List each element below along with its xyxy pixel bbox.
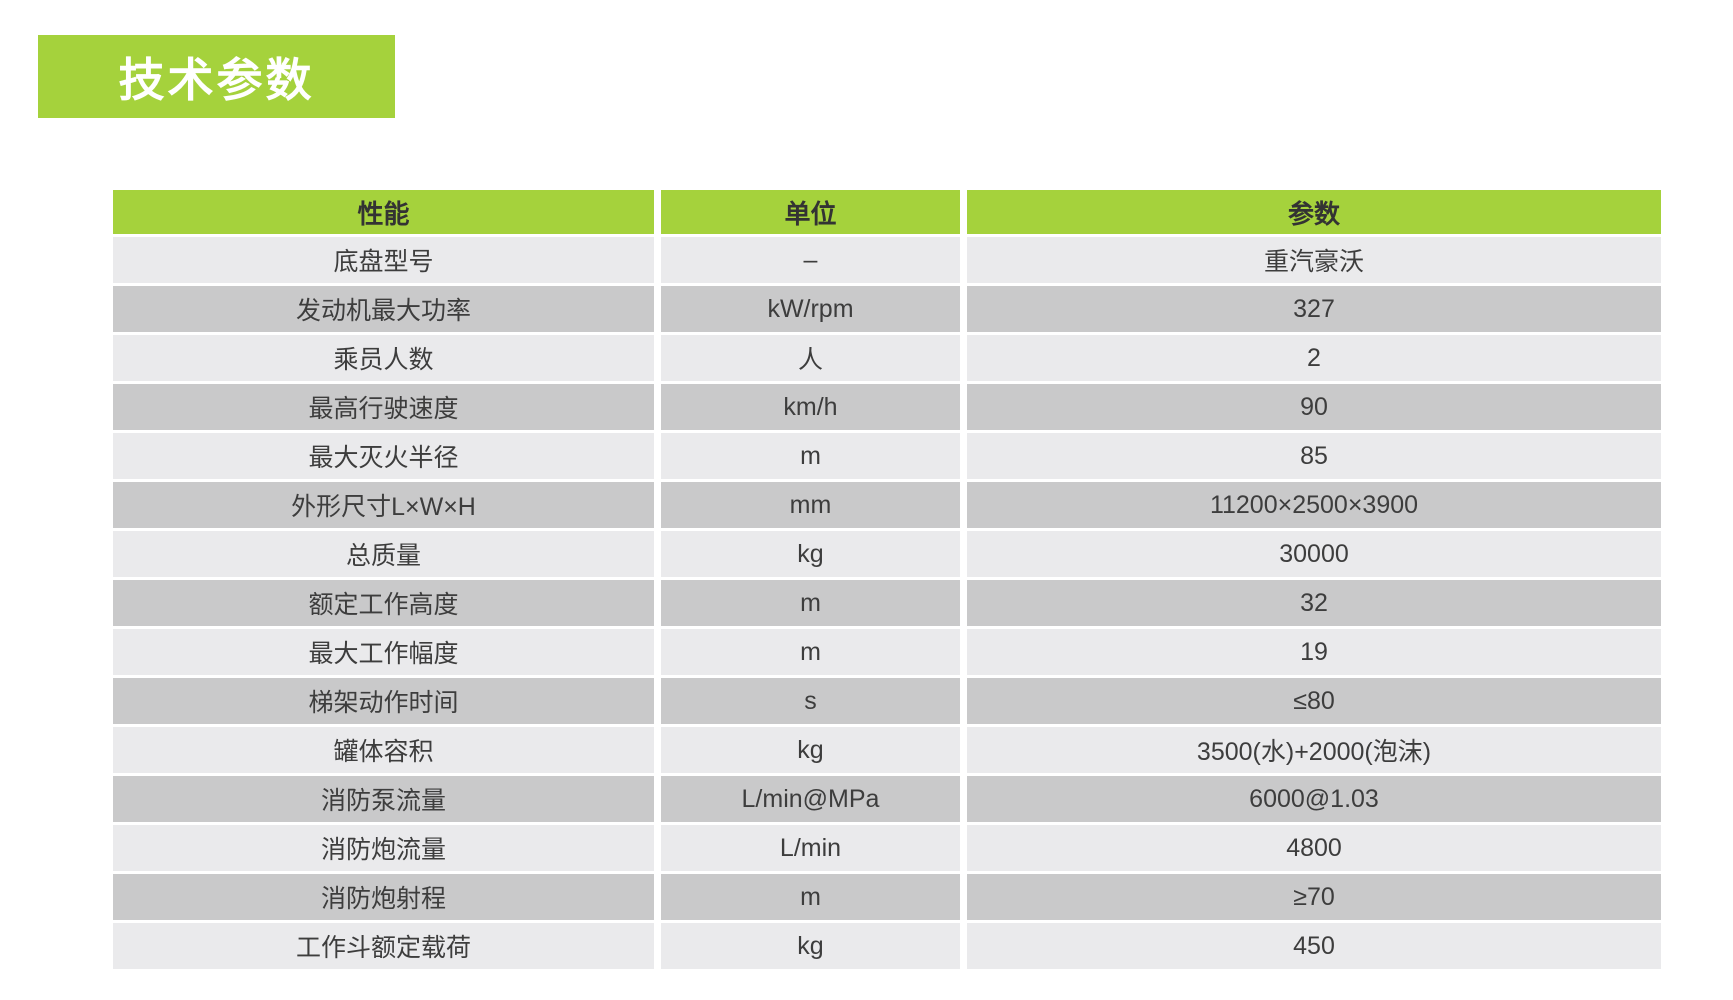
spec-name: 底盘型号: [113, 237, 654, 283]
table-row: 最大工作幅度 m 19: [113, 629, 1661, 675]
spec-unit: m: [661, 629, 960, 675]
spec-unit: kg: [661, 923, 960, 969]
spec-unit: m: [661, 580, 960, 626]
spec-name: 最大灭火半径: [113, 433, 654, 479]
spec-name: 总质量: [113, 531, 654, 577]
table-row: 外形尺寸L×W×H mm 11200×2500×3900: [113, 482, 1661, 528]
spec-value: 327: [967, 286, 1661, 332]
table-row: 总质量 kg 30000: [113, 531, 1661, 577]
spec-value: 30000: [967, 531, 1661, 577]
table-row: 消防炮射程 m ≥70: [113, 874, 1661, 920]
spec-unit: 人: [661, 335, 960, 381]
spec-value: 85: [967, 433, 1661, 479]
spec-table: 性能 单位 参数 底盘型号 – 重汽豪沃 发动机最大功率 kW/rpm 327 …: [113, 190, 1661, 972]
spec-name: 最大工作幅度: [113, 629, 654, 675]
spec-name: 梯架动作时间: [113, 678, 654, 724]
spec-value: 重汽豪沃: [967, 237, 1661, 283]
table-body: 底盘型号 – 重汽豪沃 发动机最大功率 kW/rpm 327 乘员人数 人 2 …: [113, 237, 1661, 969]
spec-value: 19: [967, 629, 1661, 675]
spec-value: 90: [967, 384, 1661, 430]
spec-unit: m: [661, 874, 960, 920]
spec-value: 3500(水)+2000(泡沫): [967, 727, 1661, 773]
spec-name: 工作斗额定载荷: [113, 923, 654, 969]
spec-unit: kW/rpm: [661, 286, 960, 332]
spec-value: ≤80: [967, 678, 1661, 724]
spec-name: 发动机最大功率: [113, 286, 654, 332]
spec-name: 乘员人数: [113, 335, 654, 381]
table-row: 最大灭火半径 m 85: [113, 433, 1661, 479]
spec-value: ≥70: [967, 874, 1661, 920]
table-row: 最高行驶速度 km/h 90: [113, 384, 1661, 430]
spec-name: 消防泵流量: [113, 776, 654, 822]
spec-unit: kg: [661, 727, 960, 773]
spec-unit: –: [661, 237, 960, 283]
column-header-parameter: 参数: [967, 190, 1661, 234]
spec-name: 消防炮射程: [113, 874, 654, 920]
column-header-unit: 单位: [661, 190, 960, 234]
column-header-performance: 性能: [113, 190, 654, 234]
section-title-badge: 技术参数: [38, 35, 395, 118]
spec-value: 4800: [967, 825, 1661, 871]
spec-value: 6000@1.03: [967, 776, 1661, 822]
spec-name: 罐体容积: [113, 727, 654, 773]
table-row: 底盘型号 – 重汽豪沃: [113, 237, 1661, 283]
spec-unit: L/min: [661, 825, 960, 871]
spec-unit: mm: [661, 482, 960, 528]
table-row: 发动机最大功率 kW/rpm 327: [113, 286, 1661, 332]
spec-name: 额定工作高度: [113, 580, 654, 626]
table-row: 乘员人数 人 2: [113, 335, 1661, 381]
spec-value: 32: [967, 580, 1661, 626]
table-row: 工作斗额定载荷 kg 450: [113, 923, 1661, 969]
spec-unit: km/h: [661, 384, 960, 430]
table-row: 消防炮流量 L/min 4800: [113, 825, 1661, 871]
spec-unit: L/min@MPa: [661, 776, 960, 822]
section-title: 技术参数: [118, 53, 315, 106]
spec-value: 450: [967, 923, 1661, 969]
spec-value: 2: [967, 335, 1661, 381]
spec-name: 消防炮流量: [113, 825, 654, 871]
spec-unit: s: [661, 678, 960, 724]
table-header-row: 性能 单位 参数: [113, 190, 1661, 234]
table-row: 额定工作高度 m 32: [113, 580, 1661, 626]
spec-name: 外形尺寸L×W×H: [113, 482, 654, 528]
table-row: 梯架动作时间 s ≤80: [113, 678, 1661, 724]
spec-name: 最高行驶速度: [113, 384, 654, 430]
table-row: 罐体容积 kg 3500(水)+2000(泡沫): [113, 727, 1661, 773]
spec-unit: m: [661, 433, 960, 479]
spec-value: 11200×2500×3900: [967, 482, 1661, 528]
table-row: 消防泵流量 L/min@MPa 6000@1.03: [113, 776, 1661, 822]
spec-unit: kg: [661, 531, 960, 577]
